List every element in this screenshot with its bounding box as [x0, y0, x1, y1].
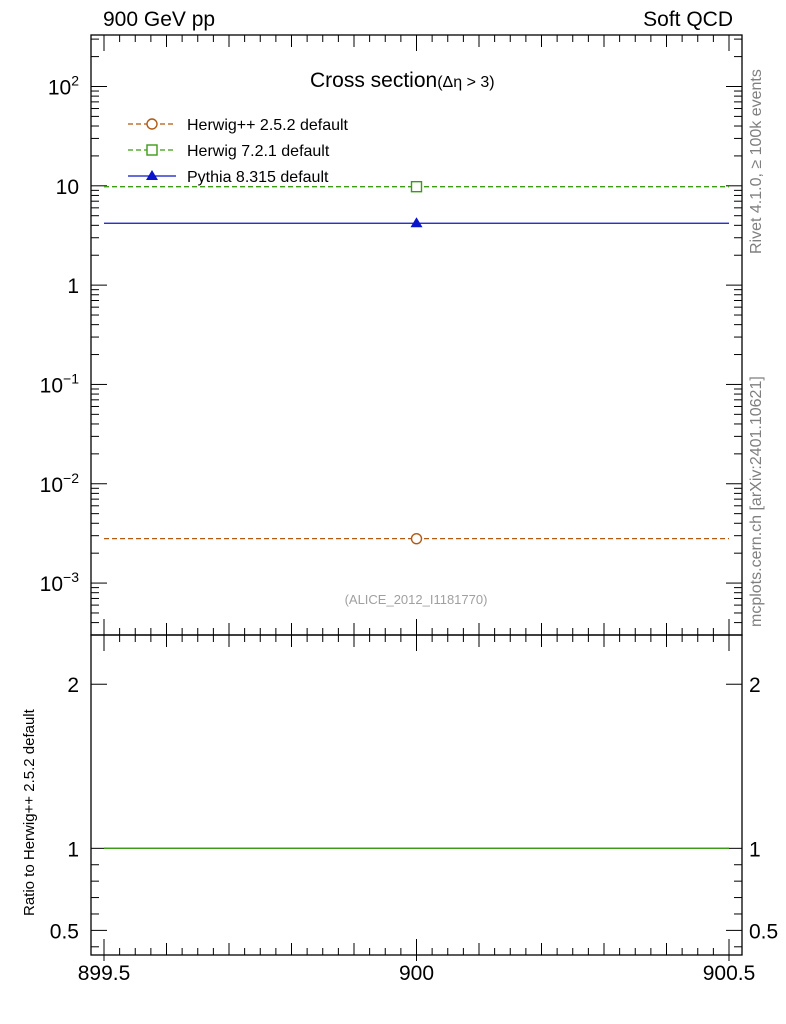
y-tick-label-exponent: 2	[71, 72, 79, 88]
header-left: 900 GeV pp	[103, 8, 216, 31]
legend-label: Herwig++ 2.5.2 default	[187, 117, 349, 134]
ratio-plot-frame	[90, 634, 743, 956]
marker-open-square	[146, 144, 158, 156]
y-tick-label: 10−2	[40, 470, 80, 497]
x-tick-label: 899.5	[78, 962, 131, 985]
ratio-y-tick-label-right: 0.5	[749, 920, 778, 943]
ratio-panel: 2 2 1 1 0.5 0.5 899.5 900 900.5	[50, 634, 778, 985]
x-tick-label: 900	[399, 962, 434, 985]
marker-open-circle	[410, 532, 423, 545]
y-tick-label-base: 10	[40, 474, 63, 497]
y-tick-label-base: 10	[40, 374, 63, 397]
ratio-y-tick-label-right: 2	[749, 674, 761, 697]
plot-title: Cross section(Δη > 3)	[310, 69, 495, 92]
x-tick-label: 900.5	[703, 962, 756, 985]
y-tick-label-base: 10	[40, 573, 63, 596]
ratio-y-tick-label-left: 0.5	[50, 920, 79, 943]
y-tick-label-base: 10	[56, 176, 79, 199]
y-tick-label: 10−1	[40, 370, 80, 397]
ratio-y-tick-label-left: 2	[67, 674, 79, 697]
main-axis-ticks	[91, 35, 742, 636]
y-tick-label-exponent: −2	[63, 470, 79, 486]
y-tick-label: 102	[48, 72, 79, 99]
ratio-y-tick-labels: 2 2 1 1 0.5 0.5	[50, 674, 778, 943]
main-series	[104, 180, 729, 545]
y-tick-label: 10−3	[40, 569, 80, 596]
marker-filled-triangle	[146, 170, 158, 180]
legend: Herwig++ 2.5.2 default Herwig 7.2.1 defau…	[128, 117, 349, 186]
y-tick-label-base: 10	[48, 76, 71, 99]
marker-open-circle	[146, 118, 158, 130]
x-tick-labels: 899.5 900 900.5	[78, 962, 756, 985]
header-right: Soft QCD	[643, 8, 733, 31]
ratio-y-tick-label-right: 1	[749, 838, 761, 861]
reference-label: (ALICE_2012_I1181770)	[345, 592, 488, 607]
y-tick-label-exponent: −3	[63, 569, 79, 585]
y-tick-label-exponent: −1	[63, 370, 79, 386]
ratio-y-tick-label-left: 1	[67, 838, 79, 861]
marker-filled-triangle	[410, 217, 423, 228]
plot-title-suffix: (Δη > 3)	[437, 74, 494, 91]
legend-label: Pythia 8.315 default	[187, 169, 329, 186]
ratio-axis-ticks	[91, 635, 742, 961]
marker-open-square	[410, 180, 423, 193]
y-tick-label: 1	[67, 275, 79, 298]
plot-title-main: Cross section	[310, 69, 437, 92]
y-tick-label-base: 1	[67, 275, 79, 298]
y-tick-label: 10	[56, 176, 79, 199]
legend-label: Herwig 7.2.1 default	[187, 143, 330, 160]
